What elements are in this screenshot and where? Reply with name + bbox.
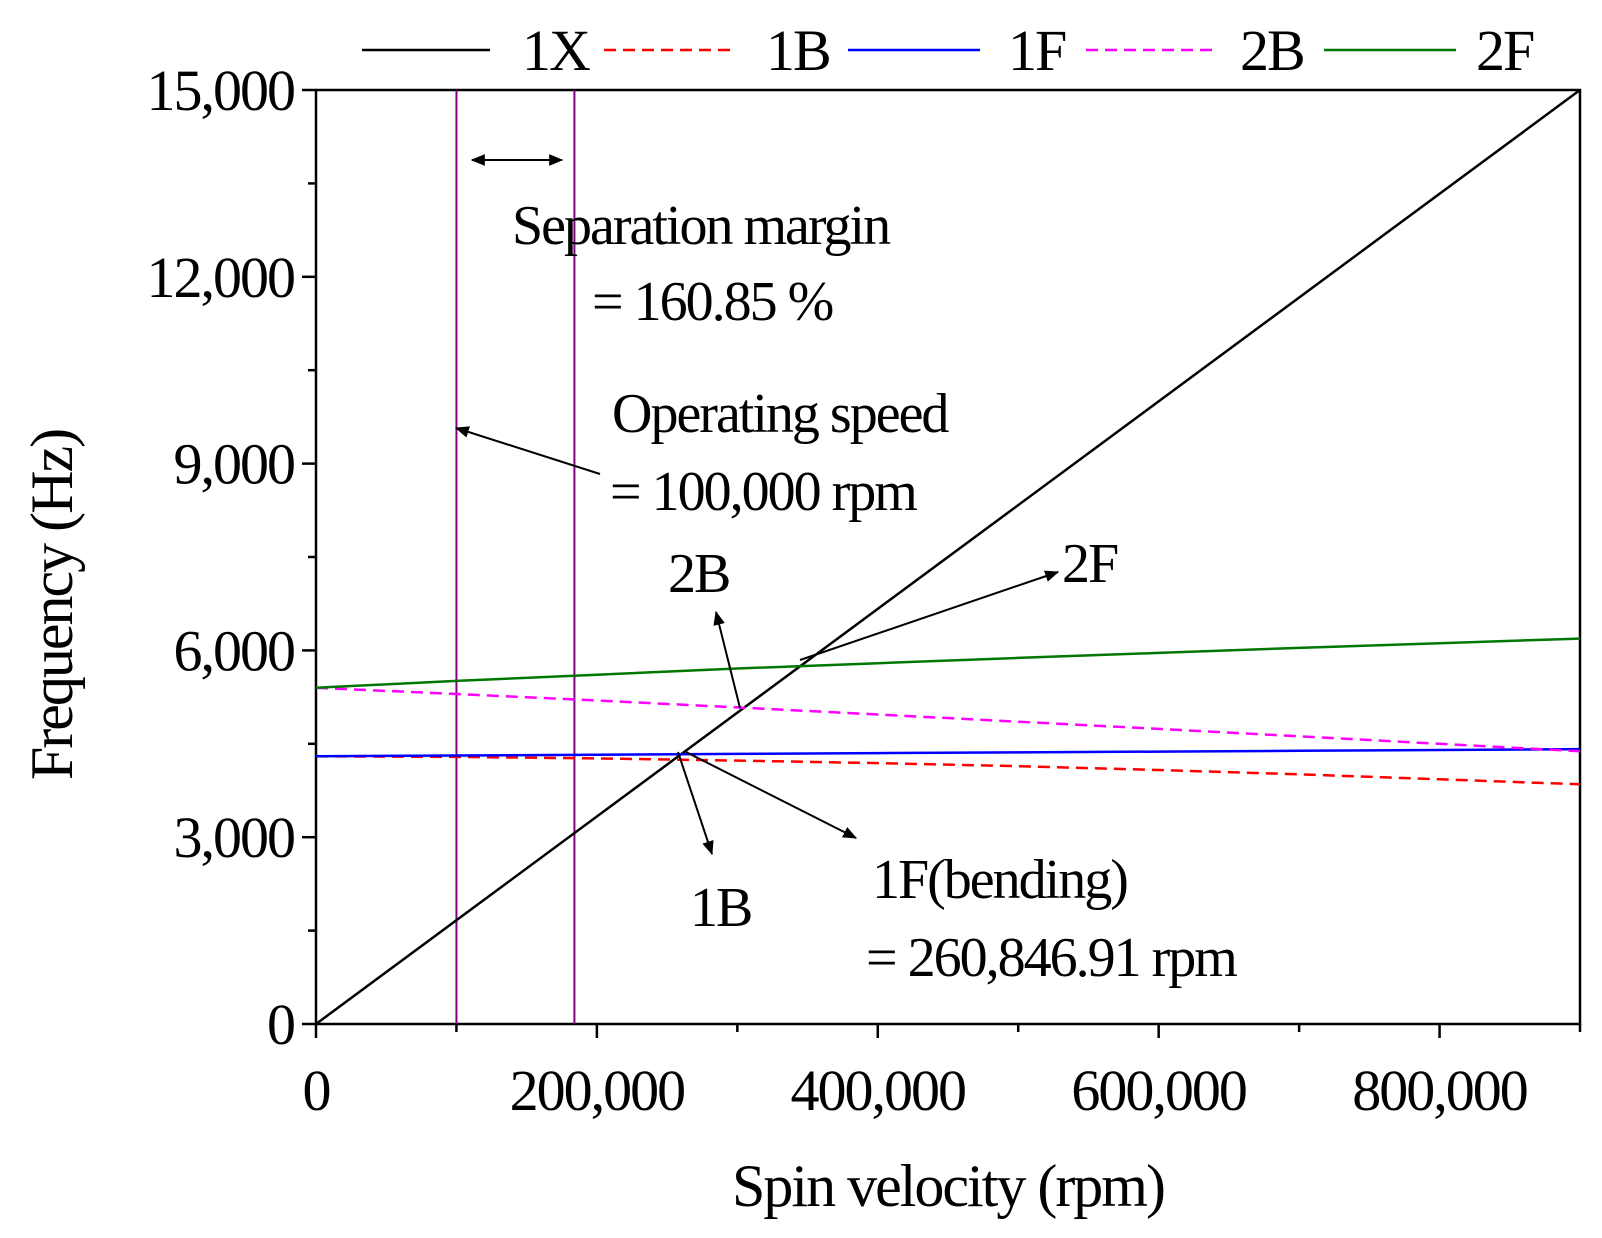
operating-speed-line2: = 100,000 rpm bbox=[610, 461, 917, 523]
annotation-arrows bbox=[454, 154, 1060, 856]
y-axis-title: Frequency (Hz) bbox=[19, 430, 85, 780]
y-tick-label: 9,000 bbox=[174, 432, 295, 497]
legend: 1X 1B 1F 2B 2F bbox=[362, 18, 1536, 83]
x-tick-label: 800,000 bbox=[1352, 1058, 1527, 1123]
1b-arrow bbox=[677, 751, 714, 856]
y-tick-label: 12,000 bbox=[147, 245, 295, 310]
x-tick-label: 200,000 bbox=[510, 1058, 685, 1123]
legend-label-2f: 2F bbox=[1476, 18, 1534, 83]
series-line-2b bbox=[316, 686, 1580, 753]
annotation-2b: 2B bbox=[668, 543, 729, 605]
x-axis-title: Spin velocity (rpm) bbox=[732, 1153, 1164, 1219]
legend-label-1x: 1X bbox=[522, 18, 590, 83]
y-tick-label: 15,000 bbox=[147, 58, 295, 123]
x-tick-label: 600,000 bbox=[1071, 1058, 1246, 1123]
series-line-1b bbox=[316, 755, 1580, 786]
series-line-1x bbox=[316, 90, 1580, 1024]
2f-arrow bbox=[799, 570, 1060, 661]
y-tick-label: 6,000 bbox=[174, 618, 295, 683]
series-line-2f bbox=[316, 637, 1580, 690]
series-lines bbox=[316, 90, 1580, 1024]
operating-speed-arrow bbox=[454, 426, 601, 475]
2b-arrow bbox=[713, 610, 741, 709]
separation-margin-line1: Separation margin bbox=[512, 195, 891, 257]
legend-label-1f: 1F bbox=[1008, 18, 1066, 83]
1f-arrow bbox=[685, 751, 858, 839]
y-axis-ticks: 0 3,000 6,000 9,000 12,000 15,000 bbox=[147, 58, 316, 1057]
vertical-reference-lines bbox=[455, 90, 576, 1024]
legend-label-2b: 2B bbox=[1240, 18, 1304, 83]
operating-speed-line1: Operating speed bbox=[612, 383, 949, 445]
y-tick-label: 0 bbox=[267, 992, 294, 1057]
x-tick-label: 0 bbox=[303, 1058, 330, 1123]
annotation-1f-line1: 1F(bending) bbox=[872, 849, 1127, 911]
legend-label-1b: 1B bbox=[766, 18, 830, 83]
annotation-1f-line2: = 260,846.91 rpm bbox=[866, 927, 1237, 989]
annotations: Separation margin = 160.85 % Operating s… bbox=[512, 195, 1239, 989]
x-tick-label: 400,000 bbox=[791, 1058, 966, 1123]
annotation-1b: 1B bbox=[690, 877, 751, 939]
series-line-1f bbox=[316, 747, 1580, 758]
y-tick-label: 3,000 bbox=[174, 805, 295, 870]
annotation-2f: 2F bbox=[1062, 533, 1118, 595]
separation-margin-line2: = 160.85 % bbox=[592, 271, 833, 333]
x-axis-ticks: 0 200,000 400,000 600,000 800,000 bbox=[303, 1024, 1582, 1123]
